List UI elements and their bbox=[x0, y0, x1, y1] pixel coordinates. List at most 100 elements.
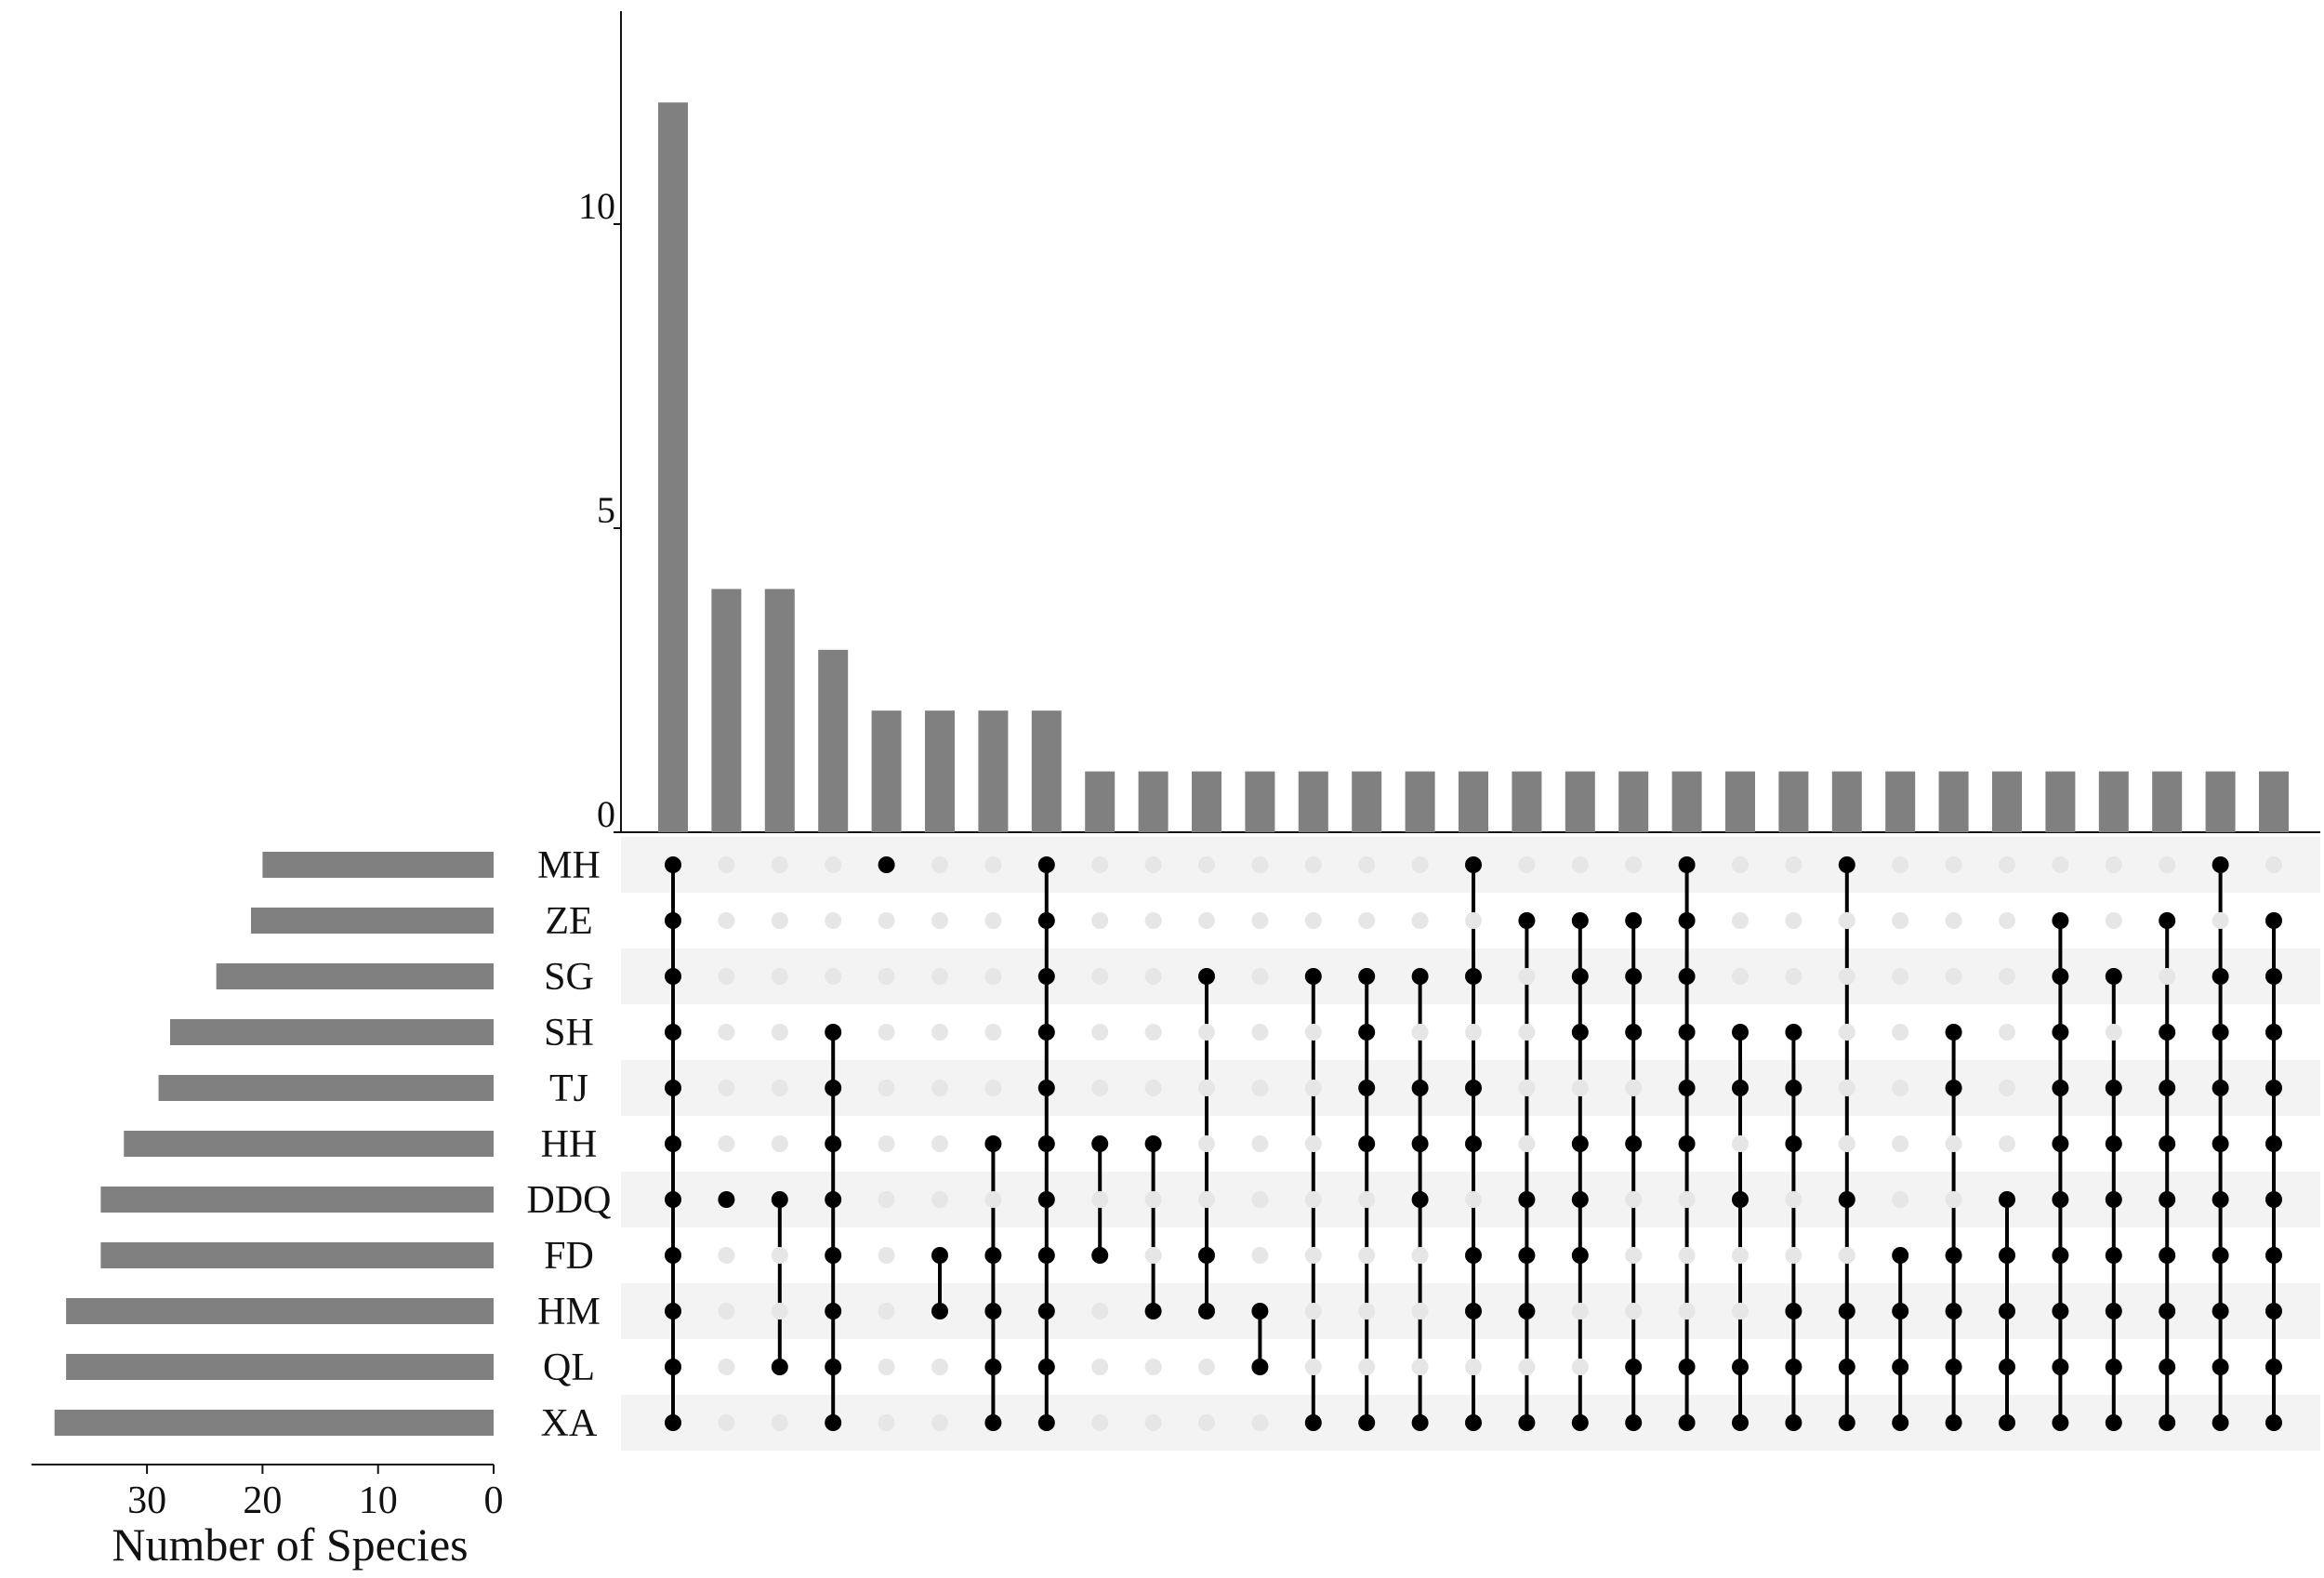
membership-dot-active bbox=[665, 856, 681, 873]
membership-dot-inactive bbox=[1945, 912, 1962, 929]
membership-dot-inactive bbox=[931, 856, 948, 873]
membership-dot-active bbox=[1571, 1191, 1589, 1208]
intersection-bar bbox=[2205, 771, 2236, 832]
set-size-bar bbox=[66, 1354, 494, 1380]
membership-dot-active bbox=[1732, 1359, 1749, 1375]
membership-dot-inactive bbox=[1785, 856, 1802, 873]
membership-dot-active bbox=[1518, 1191, 1536, 1208]
membership-dot-inactive bbox=[1091, 1303, 1109, 1319]
membership-dot-inactive bbox=[1625, 1191, 1643, 1208]
membership-dot-active bbox=[1838, 1359, 1855, 1375]
intersection-bar bbox=[1031, 710, 1062, 832]
membership-dot-inactive bbox=[1144, 912, 1162, 929]
set-size-bar bbox=[158, 1075, 494, 1101]
membership-dot-inactive bbox=[1198, 1414, 1215, 1431]
membership-dot-active bbox=[1251, 1303, 1269, 1319]
set-size-bar bbox=[100, 1242, 494, 1268]
membership-dot-inactive bbox=[1198, 1080, 1215, 1096]
membership-dot-active bbox=[825, 1359, 842, 1375]
membership-dot-inactive bbox=[1144, 968, 1162, 985]
membership-dot-inactive bbox=[931, 1414, 948, 1431]
membership-dot-inactive bbox=[1838, 1247, 1855, 1264]
membership-dot-active bbox=[1144, 1303, 1162, 1319]
membership-dot-active bbox=[1785, 1080, 1802, 1096]
membership-dot-inactive bbox=[1892, 912, 1909, 929]
membership-dot-active bbox=[2265, 1359, 2282, 1375]
membership-dot-active bbox=[1037, 1359, 1055, 1375]
membership-dot-active bbox=[825, 1303, 842, 1319]
membership-dot-active bbox=[1518, 1303, 1536, 1319]
membership-dot-inactive bbox=[771, 1414, 788, 1431]
intersection-bar bbox=[1831, 771, 1862, 832]
membership-dot-inactive bbox=[1091, 1359, 1109, 1375]
membership-dot-inactive bbox=[825, 856, 842, 873]
membership-dot-active bbox=[2265, 1414, 2282, 1431]
membership-dot-inactive bbox=[1091, 968, 1109, 985]
membership-dot-inactive bbox=[2159, 968, 2176, 985]
membership-dot-inactive bbox=[718, 1303, 735, 1319]
membership-dot-active bbox=[1518, 1414, 1536, 1431]
membership-dot-active bbox=[771, 1359, 788, 1375]
membership-dot-inactive bbox=[771, 968, 788, 985]
membership-dot-active bbox=[2212, 968, 2229, 985]
membership-dot-active bbox=[665, 1080, 681, 1096]
membership-dot-active bbox=[2265, 1080, 2282, 1096]
membership-dot-inactive bbox=[1999, 856, 2015, 873]
membership-dot-active bbox=[2212, 1359, 2229, 1375]
membership-dot-inactive bbox=[1465, 1359, 1482, 1375]
membership-dot-active bbox=[2265, 1135, 2282, 1152]
membership-dot-active bbox=[665, 1247, 681, 1264]
membership-dot-active bbox=[931, 1247, 948, 1264]
membership-dot-active bbox=[1091, 1247, 1109, 1264]
membership-dot-inactive bbox=[825, 968, 842, 985]
membership-dot-inactive bbox=[1838, 1024, 1855, 1041]
membership-dot-inactive bbox=[1892, 968, 1909, 985]
membership-dot-inactive bbox=[878, 1135, 895, 1152]
membership-dot-active bbox=[1571, 1414, 1589, 1431]
membership-dot-inactive bbox=[1144, 1414, 1162, 1431]
membership-dot-inactive bbox=[1518, 1135, 1536, 1152]
membership-dot-inactive bbox=[1571, 1359, 1589, 1375]
membership-dot-active bbox=[1411, 968, 1429, 985]
membership-dot-active bbox=[1625, 968, 1643, 985]
membership-dot-inactive bbox=[771, 1024, 788, 1041]
membership-dot-inactive bbox=[1358, 1303, 1376, 1319]
membership-dot-inactive bbox=[1411, 912, 1429, 929]
membership-dot-active bbox=[1411, 1414, 1429, 1431]
set-label: SG bbox=[544, 956, 594, 999]
membership-dot-active bbox=[1198, 1303, 1215, 1319]
membership-dot-inactive bbox=[1198, 1191, 1215, 1208]
membership-dot-inactive bbox=[1999, 1024, 2015, 1041]
membership-dot-active bbox=[2105, 968, 2122, 985]
membership-dot-active bbox=[665, 968, 681, 985]
membership-dot-active bbox=[1465, 1303, 1482, 1319]
membership-dot-active bbox=[825, 1135, 842, 1152]
membership-dot-active bbox=[1358, 1080, 1376, 1096]
set-label: FD bbox=[544, 1235, 594, 1278]
membership-dot-inactive bbox=[1518, 1080, 1536, 1096]
membership-dot-inactive bbox=[1625, 1247, 1643, 1264]
membership-dot-active bbox=[1571, 968, 1589, 985]
membership-dot-active bbox=[984, 1303, 1002, 1319]
membership-dot-inactive bbox=[1198, 1359, 1215, 1375]
membership-dot-active bbox=[2052, 1414, 2069, 1431]
membership-dot-active bbox=[1838, 1191, 1855, 1208]
membership-dot-inactive bbox=[1838, 912, 1855, 929]
membership-dot-inactive bbox=[2212, 912, 2229, 929]
intersection-size-bars bbox=[658, 102, 2289, 832]
membership-dot-active bbox=[1732, 1191, 1749, 1208]
intersection-bar bbox=[1938, 771, 1969, 832]
membership-dot-inactive bbox=[1892, 1135, 1909, 1152]
membership-dot-inactive bbox=[1625, 856, 1643, 873]
membership-dot-inactive bbox=[718, 1135, 735, 1152]
membership-dot-inactive bbox=[931, 1135, 948, 1152]
membership-dot-inactive bbox=[1945, 856, 1962, 873]
membership-dot-inactive bbox=[1304, 1024, 1322, 1041]
membership-dot-inactive bbox=[2052, 856, 2069, 873]
membership-dot-inactive bbox=[1892, 1191, 1909, 1208]
membership-dot-inactive bbox=[718, 1080, 735, 1096]
membership-dot-active bbox=[1304, 1414, 1322, 1431]
membership-dot-inactive bbox=[771, 1247, 788, 1264]
membership-dot-active bbox=[825, 1191, 842, 1208]
intersection-bar bbox=[1459, 771, 1488, 832]
